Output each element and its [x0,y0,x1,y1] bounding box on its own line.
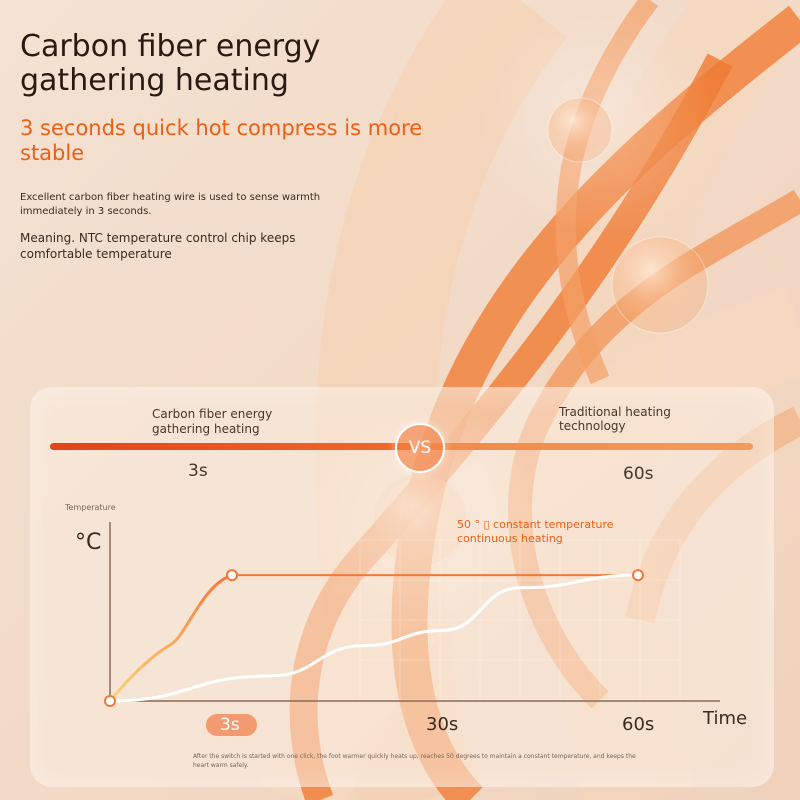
x-tick-label: 30s [426,714,458,735]
carbon-fiber-bar [50,443,412,450]
x-axis-label: Time [702,708,747,729]
slow-end-point [632,569,644,582]
vs-badge: VS [395,423,445,473]
fast-peak-point [226,569,238,582]
chart-annotation-line1: 50 ° ▯ constant temperature [457,518,614,531]
description-ntc-chip: Meaning. NTC temperature control chip ke… [20,231,296,261]
traditional-bar [430,443,753,450]
chart-annotation-line2: continuous heating [457,532,563,545]
comparison-left-label: Carbon fiber energy gathering heating [152,407,273,436]
x-tick-label: 3s [220,715,240,735]
chart-grid [359,539,681,701]
description-heating-wire: Excellent carbon fiber heating wire is u… [20,192,321,217]
y-axis-small-label: Temperature [64,503,116,512]
page-subtitle: 3 seconds quick hot compress is more sta… [20,116,423,165]
page-title: Carbon fiber energy gathering heating [20,29,321,98]
y-axis-label: °C [75,530,101,555]
comparison-right-label: Traditional heating technology [559,405,671,433]
fast-heating-curve [108,573,234,703]
highlighted-tick-pill [206,714,257,736]
slow-heating-curve [108,573,640,703]
footnote: After the switch is started with one cli… [193,753,636,769]
x-tick-label: 60s [622,714,654,735]
comparison-left-time: 3s [188,461,208,481]
comparison-right-time: 60s [623,464,654,484]
origin-point [104,695,116,707]
